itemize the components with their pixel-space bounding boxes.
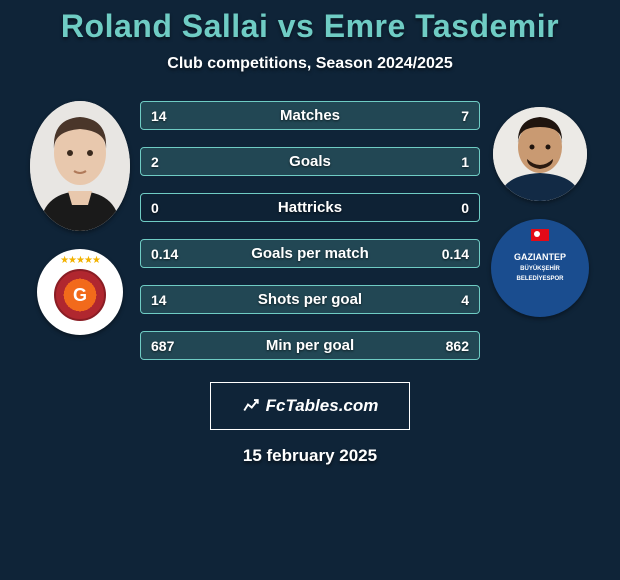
- stat-label: Matches: [141, 107, 479, 124]
- stat-label: Goals: [141, 153, 479, 170]
- club-left-badge: ★★★★★ G: [37, 249, 123, 335]
- stat-row: 14Shots per goal4: [140, 285, 480, 314]
- stat-row: 2Goals1: [140, 147, 480, 176]
- stat-label: Hattricks: [141, 199, 479, 216]
- stats-bars: 14Matches7 2Goals1 0Hattricks0 0.14Goals pe…: [140, 101, 480, 360]
- brand-text: FcTables.com: [266, 396, 379, 416]
- date-label: 15 february 2025: [0, 446, 620, 466]
- player-left-photo: [30, 101, 130, 231]
- stat-row: 0.14Goals per match0.14: [140, 239, 480, 268]
- chart-icon: [242, 397, 260, 415]
- brand-badge[interactable]: FcTables.com: [210, 382, 410, 430]
- stat-row: 687Min per goal862: [140, 331, 480, 360]
- stat-label: Shots per goal: [141, 291, 479, 308]
- club-right-logo-icon: GAZIANTEPBÜYÜKŞEHİR BELEDİYESPOR: [491, 219, 589, 317]
- club-right-badge: GAZIANTEPBÜYÜKŞEHİR BELEDİYESPOR: [491, 219, 589, 317]
- right-side: GAZIANTEPBÜYÜKŞEHİR BELEDİYESPOR: [480, 101, 600, 317]
- stat-label: Min per goal: [141, 337, 479, 354]
- player-right-photo: [493, 107, 587, 201]
- stat-row: 0Hattricks0: [140, 193, 480, 222]
- comparison-card: Roland Sallai vs Emre Tasdemir Club comp…: [0, 0, 620, 466]
- club-left-logo-icon: G: [54, 269, 106, 321]
- avatar-left-icon: [30, 101, 130, 231]
- stat-row: 14Matches7: [140, 101, 480, 130]
- main-row: ★★★★★ G 14Matches7 2Goals1 0Hattricks0 0.14…: [0, 101, 620, 360]
- avatar-right-icon: [493, 107, 587, 201]
- club-left-stars-icon: ★★★★★: [60, 255, 100, 266]
- page-subtitle: Club competitions, Season 2024/2025: [0, 55, 620, 73]
- stat-label: Goals per match: [141, 245, 479, 262]
- left-side: ★★★★★ G: [20, 101, 140, 335]
- page-title: Roland Sallai vs Emre Tasdemir: [0, 8, 620, 45]
